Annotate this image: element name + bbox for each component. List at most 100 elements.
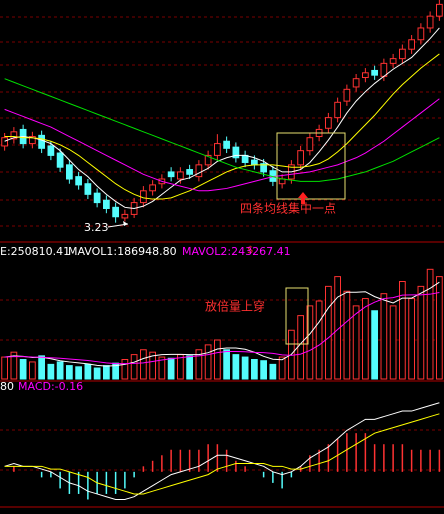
volume-bar <box>19 359 27 380</box>
volume-bar <box>380 293 388 380</box>
volume-bar <box>232 354 240 380</box>
volume-note: 放倍量上穿 <box>205 299 265 314</box>
volume-bar <box>1 356 8 380</box>
volume-bar <box>195 349 203 380</box>
volume-bar <box>269 363 277 380</box>
candle-body <box>10 131 18 140</box>
candle-body <box>84 183 92 195</box>
candle-body <box>232 146 240 159</box>
indicator-line <box>4 291 440 365</box>
candle-body <box>371 69 378 76</box>
indicator-line <box>4 98 440 192</box>
volume-bar <box>408 298 415 380</box>
candle-body <box>426 15 434 29</box>
indicator-line <box>4 78 440 182</box>
convergence-note: 四条均线集中一点 <box>240 201 336 216</box>
volume-bar <box>241 356 249 380</box>
candle-body <box>436 3 443 17</box>
candle-body <box>306 137 314 152</box>
candle-body <box>223 140 230 149</box>
volume-bar <box>56 361 64 380</box>
candle-body <box>334 101 341 119</box>
candle-body <box>251 159 258 166</box>
volume-bar <box>315 300 323 380</box>
volume-bar <box>251 359 258 380</box>
volume-box <box>285 287 309 345</box>
indicator-label: MAVOL2:243267.41 <box>182 245 291 258</box>
indicator-label: MAVOL1:186948.80 <box>68 245 177 258</box>
candle-body <box>112 206 119 218</box>
indicator-line <box>4 27 440 210</box>
candle-body <box>399 48 406 60</box>
volume-bar <box>417 285 425 380</box>
candle-body <box>29 136 36 145</box>
candle-body <box>362 72 369 79</box>
indicator-label: E:250810.41 <box>0 245 70 258</box>
volume-bar <box>426 268 434 380</box>
volume-bar <box>103 365 110 380</box>
candle-body <box>167 171 175 178</box>
volume-bar <box>389 305 397 380</box>
indicator-line <box>4 402 440 500</box>
volume-bar <box>121 359 129 380</box>
candle-body <box>75 176 82 186</box>
volume-bar <box>352 305 360 380</box>
grid <box>0 16 444 508</box>
volume-bar <box>29 361 36 380</box>
candle-body <box>93 192 101 204</box>
volume-bar <box>204 344 212 380</box>
candle-body <box>66 164 73 180</box>
candle-body <box>241 154 249 163</box>
volume-bar <box>10 351 18 380</box>
candle-body <box>389 58 397 64</box>
indicator-label: MACD:-0.16 <box>18 380 83 393</box>
volume-bar <box>93 367 101 380</box>
candle-body <box>56 152 64 168</box>
volume-bar <box>436 276 443 380</box>
up-arrow <box>298 192 308 204</box>
candle-body <box>186 169 193 175</box>
volume-bar <box>167 357 175 380</box>
candle-body <box>103 199 110 210</box>
candle-body <box>38 134 45 149</box>
annotations: 3.23 四条均线集中一点 $ 放倍量上穿 E:250810.41 MAVOL1… <box>0 132 346 393</box>
volume-bar <box>66 365 73 380</box>
volume-bar <box>75 366 82 380</box>
candle-body <box>195 164 203 178</box>
low-arrow-head <box>123 221 128 226</box>
low-label: 3.23 <box>84 221 109 234</box>
candle-body <box>260 163 267 173</box>
volume-bar <box>223 349 230 380</box>
volume-bar <box>334 276 341 380</box>
candle-body <box>325 117 332 129</box>
volume-bar <box>371 310 378 380</box>
volume-bar <box>38 355 45 380</box>
indicator-label: 80 <box>0 380 14 393</box>
volume-bar <box>130 354 138 380</box>
convergence-box <box>276 132 346 200</box>
candle-body <box>149 184 156 192</box>
candle-body <box>343 88 351 102</box>
volume-bar <box>47 363 55 380</box>
volume-bar <box>158 356 166 380</box>
volume-bar <box>297 315 304 380</box>
candle-body <box>352 78 360 88</box>
volume-bar <box>186 355 193 380</box>
indicator-line <box>4 281 440 367</box>
indicator-line <box>4 53 440 200</box>
marker: $ <box>247 245 253 256</box>
volume-bar <box>325 285 332 380</box>
volume-bar <box>260 360 267 380</box>
volume-bar <box>140 349 147 380</box>
volume-bar <box>149 351 156 380</box>
candle-body <box>417 27 425 41</box>
candle-body <box>121 213 129 219</box>
candle-body <box>204 154 212 166</box>
volume-bar <box>343 290 351 380</box>
candle-body <box>408 39 415 50</box>
volume-bar <box>399 281 406 380</box>
volume-bar <box>278 356 286 380</box>
